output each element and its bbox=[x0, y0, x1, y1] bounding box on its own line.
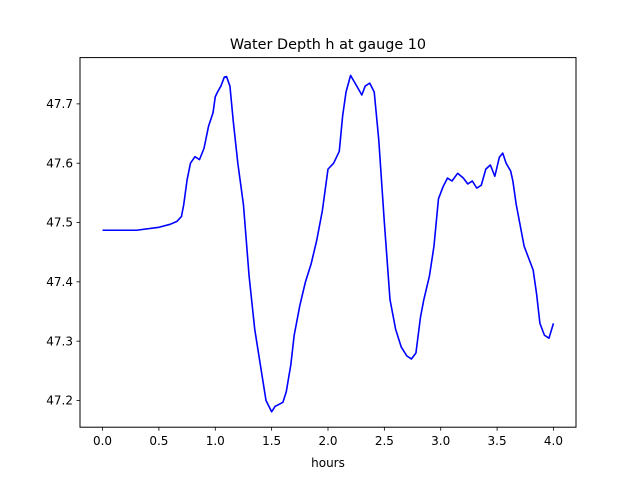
x-tick-label: 4.0 bbox=[544, 434, 563, 448]
y-tick-label: 47.4 bbox=[46, 275, 73, 289]
x-tick-label: 2.0 bbox=[318, 434, 337, 448]
axes-ticks: 0.0 0.5 1.0 1.5 2.0 2.5 3.0 3.5 4.0 47.2 47.3 47.4 4… bbox=[46, 97, 563, 448]
x-tick-label: 2.5 bbox=[375, 434, 394, 448]
series-line bbox=[102, 74, 555, 413]
plot-area bbox=[102, 74, 555, 413]
y-tick-label: 47.2 bbox=[46, 394, 73, 408]
y-tick-label: 47.6 bbox=[46, 156, 73, 170]
y-tick-label: 47.3 bbox=[46, 334, 73, 348]
x-tick-label: 1.0 bbox=[206, 434, 225, 448]
x-tick-label: 3.5 bbox=[488, 434, 507, 448]
x-axis-label: hours bbox=[311, 456, 345, 470]
x-tick-label: 0.0 bbox=[93, 434, 112, 448]
x-tick-label: 0.5 bbox=[149, 434, 168, 448]
y-tick-label: 47.5 bbox=[46, 216, 73, 230]
y-tick-label: 47.7 bbox=[46, 97, 73, 111]
axes-frame bbox=[79, 57, 577, 428]
x-tick-label: 3.0 bbox=[431, 434, 450, 448]
x-tick-label: 1.5 bbox=[262, 434, 281, 448]
chart-title: Water Depth h at gauge 10 bbox=[230, 37, 426, 53]
